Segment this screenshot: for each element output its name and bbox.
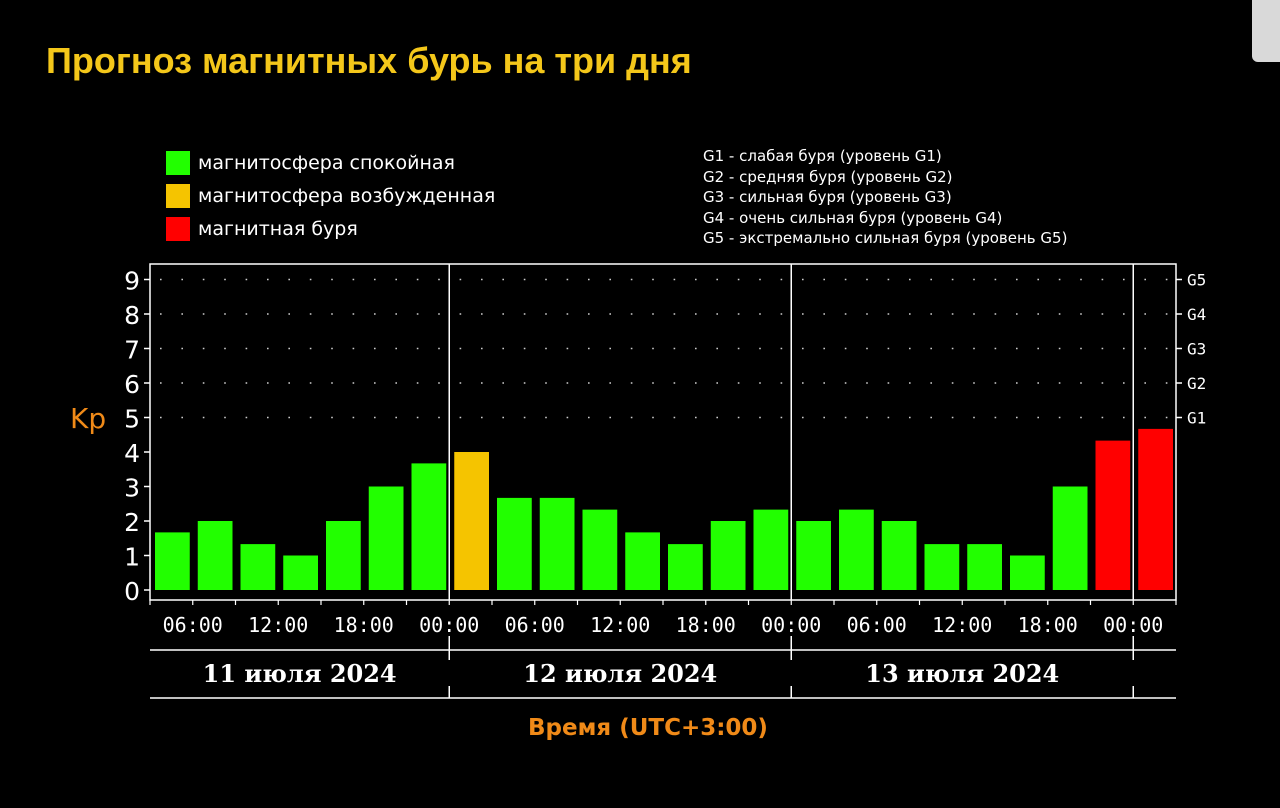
time-tick-label: 06:00 xyxy=(847,613,907,637)
g-level-label: G5 xyxy=(1187,271,1206,290)
legend-item-quiet: магнитосфера спокойная xyxy=(166,146,495,179)
legend-swatch-active xyxy=(166,183,190,208)
kp-bar xyxy=(1052,486,1088,590)
y-tick-label: 6 xyxy=(124,370,140,399)
kp-bar xyxy=(1095,440,1131,590)
time-tick-label: 18:00 xyxy=(676,613,736,637)
kp-bar xyxy=(924,544,960,590)
day-label: 11 июля 2024 xyxy=(203,659,397,688)
kp-bar xyxy=(582,509,618,590)
kp-bar xyxy=(497,497,532,590)
time-tick-label: 06:00 xyxy=(163,613,223,637)
time-tick-label: 12:00 xyxy=(932,613,992,637)
kp-bar xyxy=(283,555,318,590)
legend-item-storm: магнитная буря xyxy=(166,212,495,245)
kp-bar xyxy=(1010,555,1045,590)
legend-label-storm: магнитная буря xyxy=(198,217,358,240)
kp-bar xyxy=(240,544,276,590)
kp-bar xyxy=(796,521,831,590)
y-tick-label: 2 xyxy=(124,508,140,537)
kp-bar xyxy=(710,521,746,590)
day-label: 12 июля 2024 xyxy=(523,659,717,688)
kp-bar xyxy=(155,532,190,590)
y-tick-label: 0 xyxy=(124,577,140,606)
legend-label-quiet: магнитосфера спокойная xyxy=(198,151,455,174)
kp-bar xyxy=(625,532,660,590)
storm-level-g3: G3 - сильная буря (уровень G3) xyxy=(703,188,952,206)
legend-item-active: магнитосфера возбужденная xyxy=(166,179,495,212)
legend-label-active: магнитосфера возбужденная xyxy=(198,184,496,207)
g-level-label: G4 xyxy=(1187,305,1206,324)
y-tick-label: 9 xyxy=(124,267,140,296)
kp-bar xyxy=(1138,428,1173,590)
page-title: Прогноз магнитных бурь на три дня xyxy=(46,40,692,81)
y-tick-label: 1 xyxy=(124,543,140,572)
plot-frame xyxy=(149,263,1177,601)
time-tick-label: 00:00 xyxy=(1103,613,1163,637)
kp-bar xyxy=(326,521,361,590)
legend-swatch-quiet xyxy=(166,150,190,175)
time-tick-label: 12:00 xyxy=(248,613,308,637)
kp-bar xyxy=(668,544,703,590)
time-tick-label: 06:00 xyxy=(505,613,565,637)
time-tick-label: 12:00 xyxy=(590,613,650,637)
time-tick-label: 00:00 xyxy=(761,613,821,637)
kp-bar xyxy=(881,521,917,590)
storm-level-g4: G4 - очень сильная буря (уровень G4) xyxy=(703,208,1003,227)
storm-level-g1: G1 - слабая буря (уровень G1) xyxy=(703,147,942,165)
y-tick-label: 7 xyxy=(124,336,140,365)
g-level-label: G3 xyxy=(1187,340,1206,359)
storm-level-legend: G1 - слабая буря (уровень G1) G2 - средн… xyxy=(703,146,1067,249)
legend-swatch-storm xyxy=(166,216,190,241)
g-level-label: G1 xyxy=(1187,409,1206,428)
x-axis-title: Время (UTC+3:00) xyxy=(528,715,768,741)
day-label: 13 июля 2024 xyxy=(865,659,1059,688)
y-tick-label: 5 xyxy=(124,405,140,434)
kp-bar xyxy=(368,486,404,590)
kp-bar xyxy=(839,509,874,590)
g-level-label: G2 xyxy=(1187,374,1206,393)
y-axis-title: Kp xyxy=(70,402,107,435)
color-legend: магнитосфера спокойная магнитосфера возб… xyxy=(166,146,495,245)
kp-bar xyxy=(753,509,789,590)
y-tick-label: 8 xyxy=(124,301,140,330)
kp-bar xyxy=(411,463,447,590)
time-tick-label: 18:00 xyxy=(334,613,394,637)
kp-bar xyxy=(967,544,1002,590)
storm-level-g5: G5 - экстремально сильная буря (уровень … xyxy=(703,229,1068,247)
time-tick-label: 18:00 xyxy=(1018,613,1078,637)
kp-bar xyxy=(197,521,233,590)
y-tick-label: 4 xyxy=(124,439,140,468)
storm-level-g2: G2 - средняя буря (уровень G2) xyxy=(703,167,953,186)
time-tick-label: 00:00 xyxy=(419,613,479,637)
y-tick-label: 3 xyxy=(124,474,140,503)
kp-bar xyxy=(539,497,575,590)
window-corner xyxy=(1252,0,1280,62)
kp-bar xyxy=(454,452,489,590)
